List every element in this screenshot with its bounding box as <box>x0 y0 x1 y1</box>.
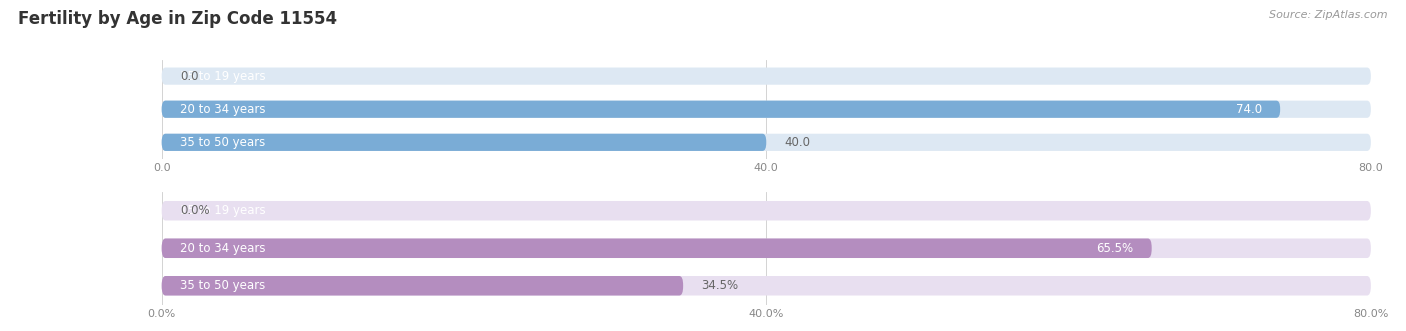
Text: 0.0: 0.0 <box>180 70 198 83</box>
FancyBboxPatch shape <box>162 134 766 151</box>
Text: Fertility by Age in Zip Code 11554: Fertility by Age in Zip Code 11554 <box>18 10 337 28</box>
Text: 35 to 50 years: 35 to 50 years <box>180 279 266 292</box>
Text: 15 to 19 years: 15 to 19 years <box>180 204 266 217</box>
Text: 40.0: 40.0 <box>785 136 810 149</box>
FancyBboxPatch shape <box>162 101 1281 118</box>
FancyBboxPatch shape <box>162 134 1371 151</box>
Text: 65.5%: 65.5% <box>1097 242 1133 255</box>
FancyBboxPatch shape <box>162 276 1371 296</box>
Text: 20 to 34 years: 20 to 34 years <box>180 103 266 116</box>
FancyBboxPatch shape <box>162 201 1371 220</box>
FancyBboxPatch shape <box>162 239 1152 258</box>
FancyBboxPatch shape <box>162 276 683 296</box>
FancyBboxPatch shape <box>162 239 1371 258</box>
Text: 74.0: 74.0 <box>1236 103 1263 116</box>
FancyBboxPatch shape <box>162 101 1371 118</box>
Text: 15 to 19 years: 15 to 19 years <box>180 70 266 83</box>
Text: 20 to 34 years: 20 to 34 years <box>180 242 266 255</box>
Text: 0.0%: 0.0% <box>180 204 209 217</box>
Text: 34.5%: 34.5% <box>702 279 738 292</box>
Text: 35 to 50 years: 35 to 50 years <box>180 136 266 149</box>
Text: Source: ZipAtlas.com: Source: ZipAtlas.com <box>1270 10 1388 20</box>
FancyBboxPatch shape <box>162 68 1371 85</box>
